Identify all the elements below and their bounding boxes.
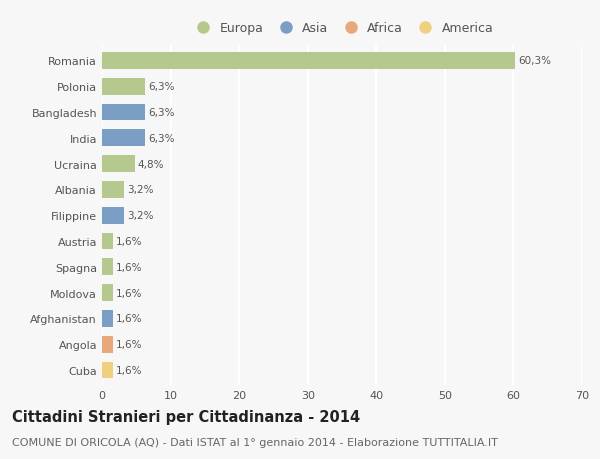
Bar — [102, 182, 124, 198]
Text: 1,6%: 1,6% — [116, 262, 142, 272]
Bar — [102, 78, 145, 95]
Text: 6,3%: 6,3% — [148, 134, 175, 144]
Text: 60,3%: 60,3% — [518, 56, 551, 67]
Bar — [102, 130, 145, 147]
Bar — [102, 259, 113, 275]
Text: 6,3%: 6,3% — [148, 82, 175, 92]
Text: 1,6%: 1,6% — [116, 313, 142, 324]
Bar — [102, 156, 135, 173]
Text: Cittadini Stranieri per Cittadinanza - 2014: Cittadini Stranieri per Cittadinanza - 2… — [12, 409, 360, 425]
Bar — [102, 336, 113, 353]
Text: 1,6%: 1,6% — [116, 365, 142, 375]
Bar — [102, 105, 145, 121]
Bar — [102, 207, 124, 224]
Bar — [102, 233, 113, 250]
Text: 3,2%: 3,2% — [127, 185, 153, 195]
Text: 1,6%: 1,6% — [116, 236, 142, 246]
Text: 4,8%: 4,8% — [137, 159, 164, 169]
Text: 3,2%: 3,2% — [127, 211, 153, 221]
Bar — [102, 285, 113, 301]
Bar — [102, 53, 515, 70]
Bar — [102, 310, 113, 327]
Text: 6,3%: 6,3% — [148, 108, 175, 118]
Legend: Europa, Asia, Africa, America: Europa, Asia, Africa, America — [187, 18, 497, 39]
Text: 1,6%: 1,6% — [116, 288, 142, 298]
Text: 1,6%: 1,6% — [116, 339, 142, 349]
Text: COMUNE DI ORICOLA (AQ) - Dati ISTAT al 1° gennaio 2014 - Elaborazione TUTTITALIA: COMUNE DI ORICOLA (AQ) - Dati ISTAT al 1… — [12, 437, 498, 448]
Bar — [102, 362, 113, 379]
